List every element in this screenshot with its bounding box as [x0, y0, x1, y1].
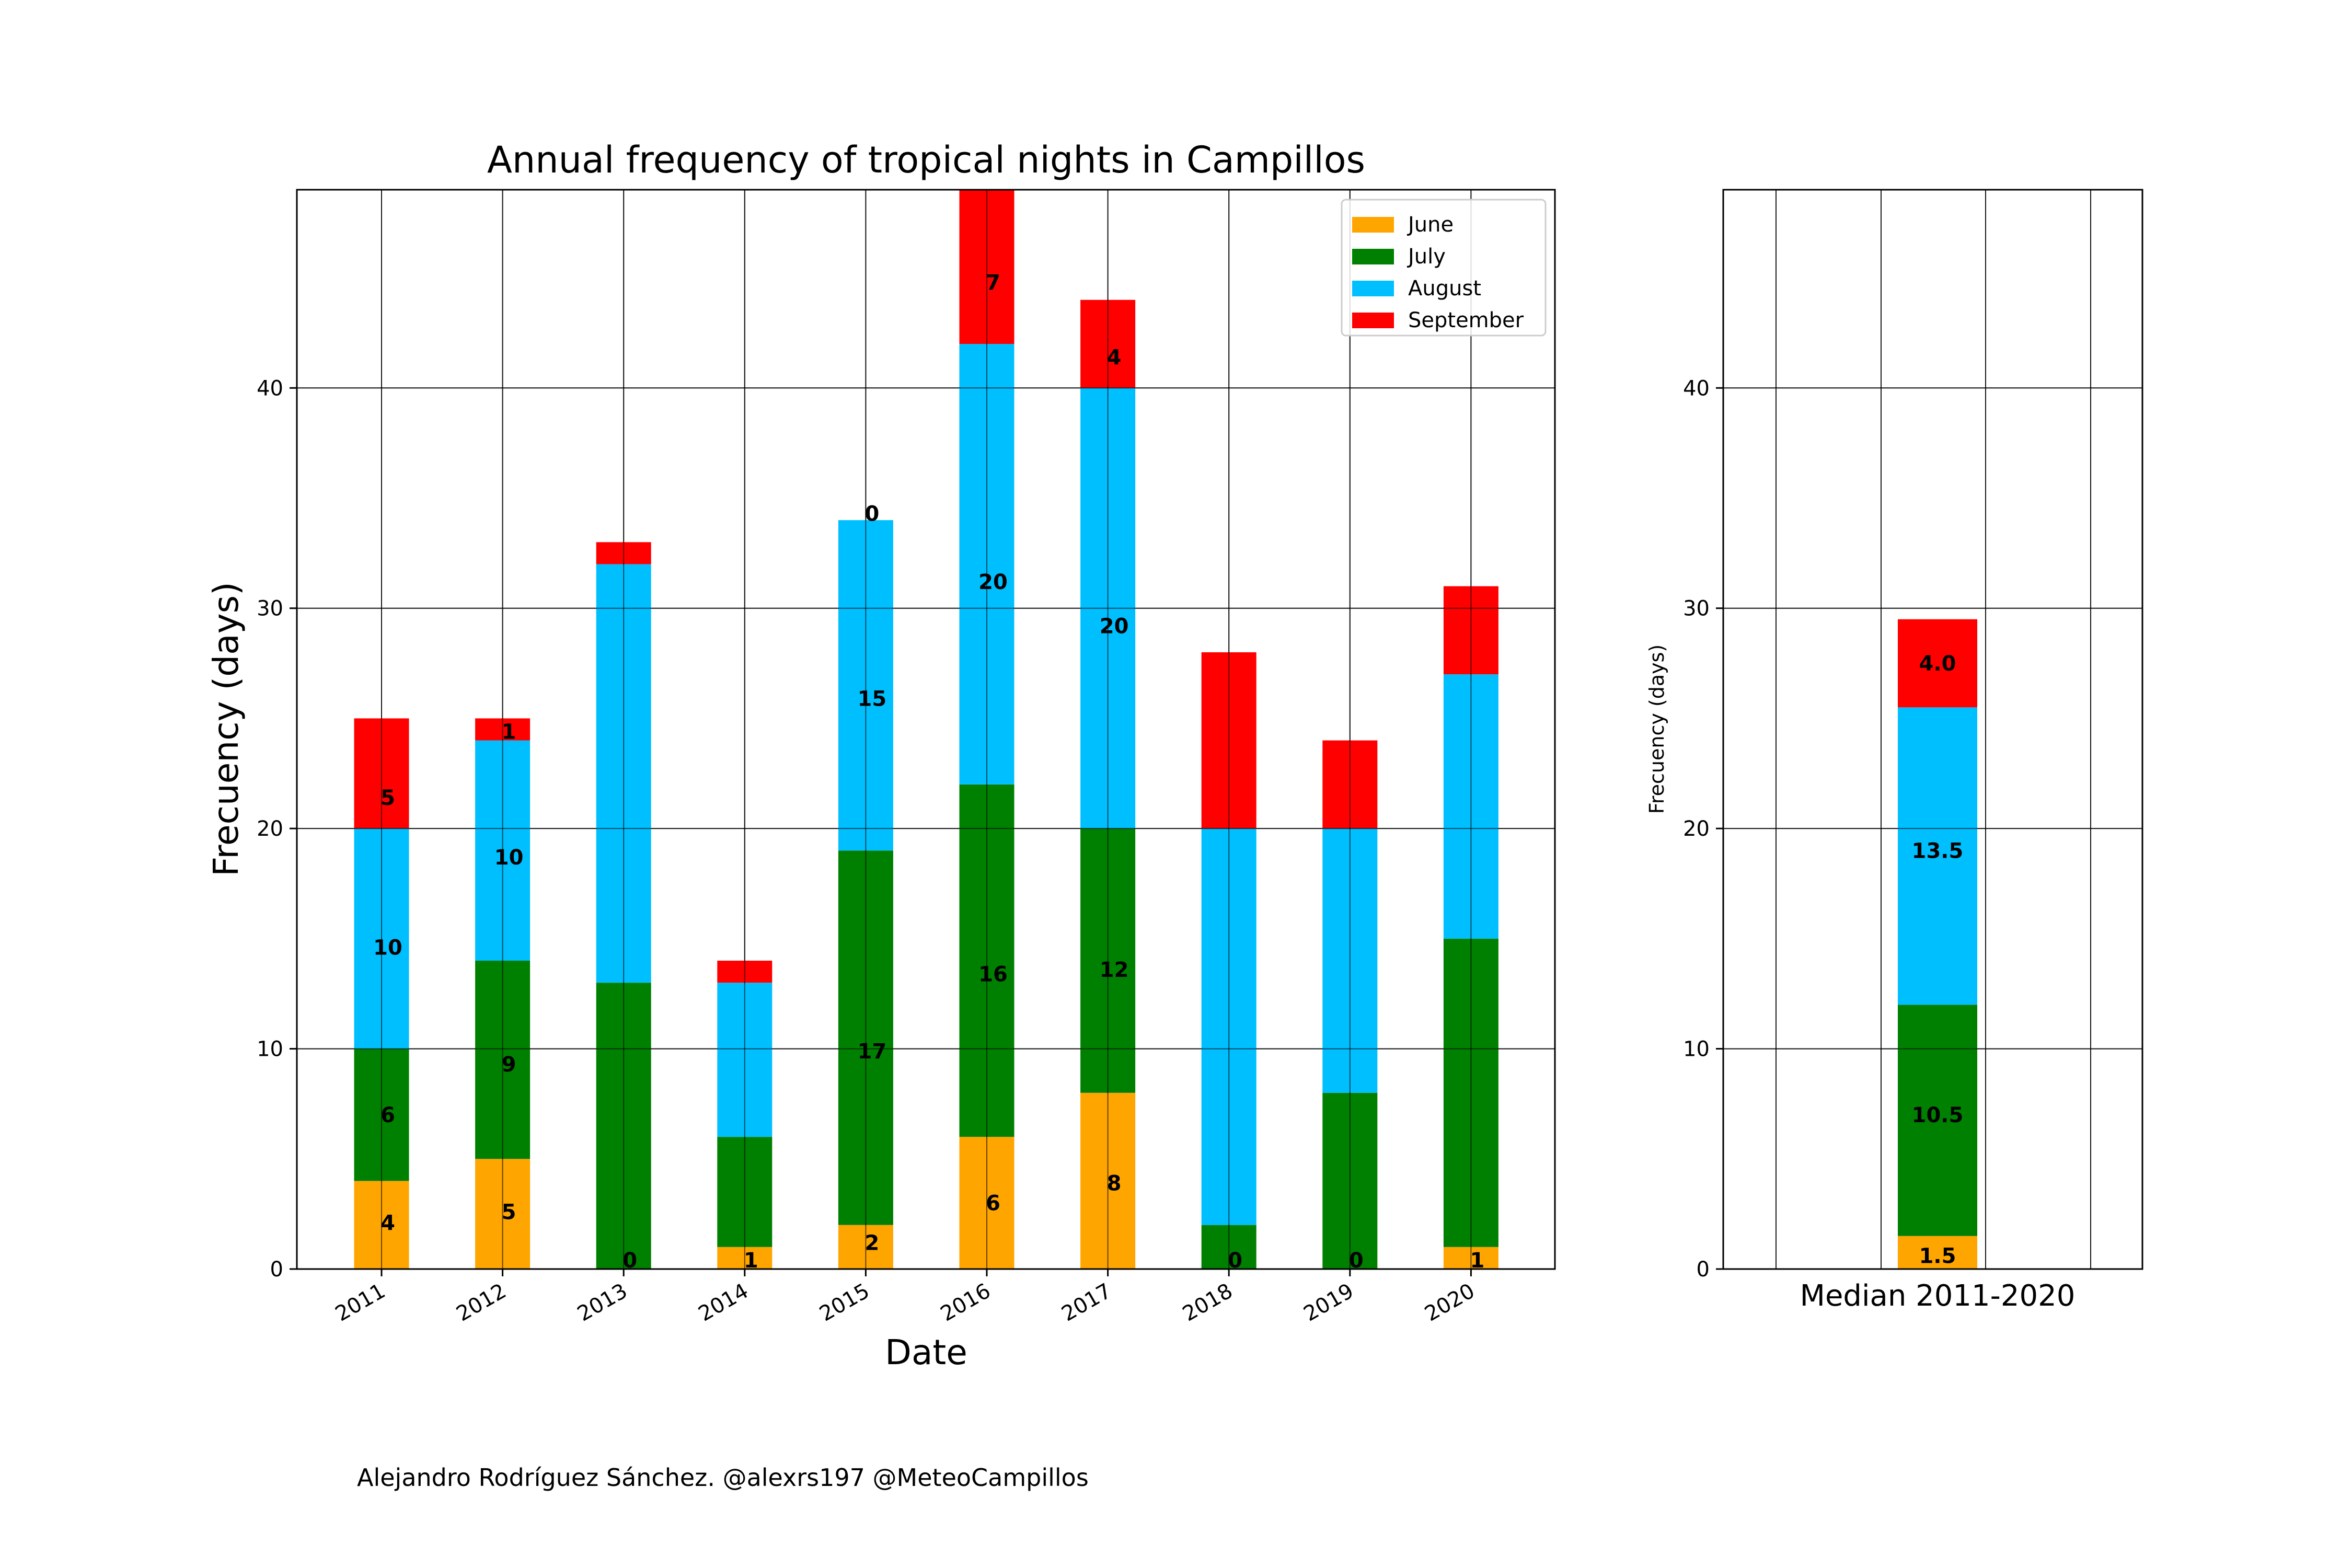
- legend-swatch-july: [1352, 249, 1394, 264]
- legend-swatch-august: [1352, 281, 1394, 296]
- data-label: 20: [978, 570, 1008, 594]
- data-label: 10: [494, 846, 524, 870]
- data-label: 8: [1107, 1172, 1122, 1196]
- y-tick-label: 20: [1683, 817, 1710, 841]
- author-credit: Alejandro Rodríguez Sánchez. @alexrs197 …: [357, 1463, 1089, 1492]
- y-tick-label: 40: [1683, 376, 1710, 400]
- chart-title: Annual frequency of tropical nights in C…: [487, 139, 1365, 181]
- y-tick-label: 0: [1697, 1258, 1710, 1282]
- legend-swatch-september: [1352, 313, 1394, 328]
- x-tick-label: 2020: [1421, 1279, 1479, 1327]
- plot-frame: [1722, 189, 2143, 1270]
- plot-frame: [296, 189, 1556, 1270]
- data-label: 13.5: [1912, 839, 1964, 863]
- data-label: 4.0: [1919, 652, 1956, 676]
- y-tick-label: 30: [1683, 597, 1710, 621]
- legend-label-june: June: [1406, 213, 1454, 237]
- data-label: 4: [381, 1212, 395, 1236]
- legend-label-august: August: [1408, 276, 1481, 301]
- x-tick-label: 2012: [452, 1279, 510, 1327]
- data-label: 15: [858, 687, 887, 711]
- x-axis-label: Date: [885, 1332, 967, 1373]
- data-label: 9: [502, 1053, 516, 1077]
- legend-label-september: September: [1408, 308, 1524, 332]
- legend-label-july: July: [1406, 245, 1446, 269]
- data-label: 16: [978, 962, 1008, 986]
- bar-august-median-2011-2020: [1898, 707, 1977, 1005]
- data-label: 10.5: [1912, 1103, 1964, 1127]
- data-label: 6: [381, 1103, 395, 1127]
- data-label: 0: [864, 502, 879, 526]
- data-label: 1: [502, 720, 516, 744]
- y-tick-label: 10: [257, 1037, 283, 1062]
- data-label: 4: [1107, 345, 1122, 370]
- x-tick-label: 2013: [573, 1279, 631, 1327]
- data-label: 1.5: [1919, 1244, 1956, 1269]
- x-tick-label: 2018: [1179, 1279, 1237, 1327]
- median-chart: 1.5 10.5 13.5 4.0 0 10 20 30 40 Median 2011-2020: [1683, 189, 2143, 1313]
- y-tick-label: 30: [257, 597, 283, 621]
- x-tick-label: 2019: [1300, 1279, 1358, 1327]
- x-tick-label: 2017: [1057, 1279, 1115, 1327]
- x-tick-label: 2011: [331, 1279, 389, 1327]
- data-label: 7: [986, 271, 1000, 295]
- y-axis-label: Frecuency (days): [206, 582, 246, 877]
- y-tick-label: 10: [1683, 1037, 1710, 1062]
- y-tick-label: 20: [257, 817, 283, 841]
- x-tick-label: 2016: [937, 1279, 995, 1327]
- data-label: 5: [502, 1200, 516, 1224]
- legend-swatch-june: [1352, 217, 1394, 233]
- x-tick-label: 2015: [815, 1279, 873, 1327]
- data-label: 5: [381, 786, 395, 810]
- bar-july-median-2011-2020: [1898, 1005, 1977, 1236]
- data-label: 2: [864, 1231, 879, 1255]
- legend-box: [1341, 199, 1547, 337]
- y-tick-label: 40: [257, 376, 283, 400]
- y-tick-label: 0: [270, 1258, 283, 1282]
- bar-june-median-2011-2020: [1898, 1236, 1977, 1269]
- median-y-axis-label: Frecuency (days): [1645, 644, 1668, 814]
- legend: June July August September: [1341, 199, 1547, 337]
- x-tick-label: 2014: [695, 1279, 753, 1327]
- data-label: 20: [1100, 614, 1129, 638]
- data-label: 6: [986, 1192, 1000, 1216]
- x-tick-label: Median 2011-2020: [1800, 1279, 2076, 1313]
- bar-september-median-2011-2020: [1898, 619, 1977, 708]
- data-label: 17: [858, 1040, 887, 1064]
- data-label: 12: [1100, 958, 1129, 982]
- data-label: 10: [373, 936, 402, 960]
